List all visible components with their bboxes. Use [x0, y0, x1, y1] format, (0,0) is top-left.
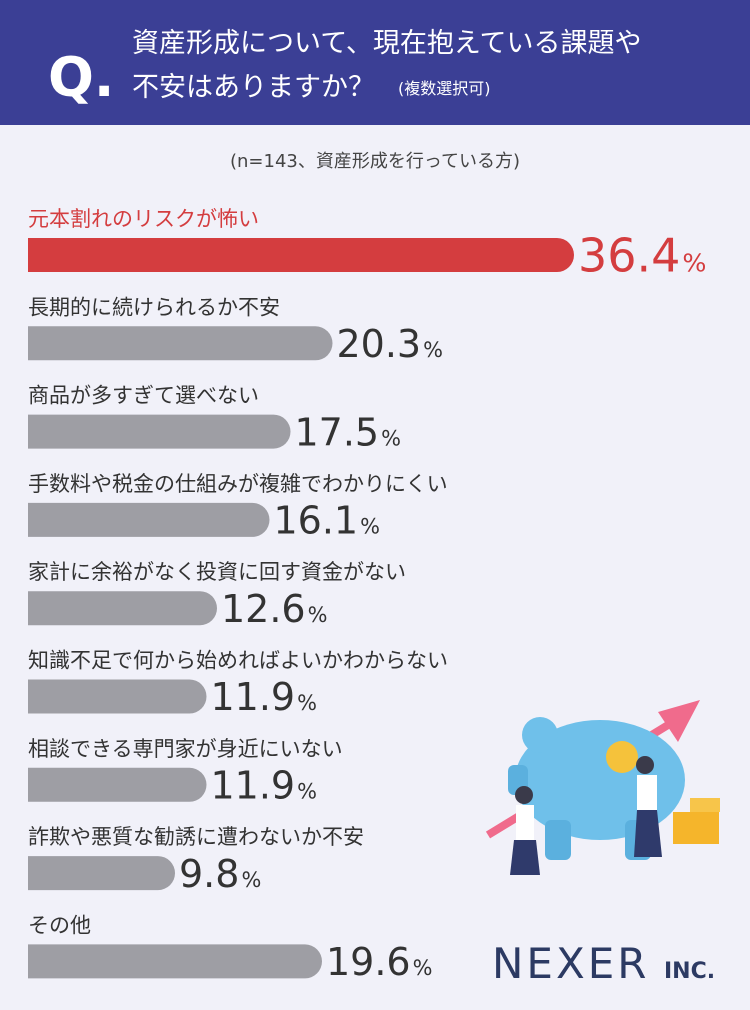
bar: [28, 856, 175, 891]
title-line: 資産形成について、現在抱えている課題や: [132, 28, 642, 59]
category-label: 家計に余裕がなく投資に回す資金がない: [28, 560, 406, 584]
value-unit: %: [297, 691, 317, 715]
person-head: [515, 786, 533, 804]
value-label: 9.8: [179, 852, 239, 896]
category-label: 詐欺や悪質な勧誘に遭わないか不安: [28, 825, 364, 849]
category-label: 元本割れのリスクが怖い: [28, 207, 259, 231]
value-unit: %: [381, 426, 401, 450]
category-label: 相談できる専門家が身近にいない: [28, 737, 343, 761]
category-label: 手数料や税金の仕組みが複雑でわかりにくい: [28, 472, 448, 496]
value-unit: %: [297, 779, 317, 803]
person-legs: [634, 810, 662, 857]
value-unit: %: [413, 956, 433, 980]
bar: [28, 679, 207, 714]
value-unit: %: [423, 338, 443, 362]
coin-stack: [690, 798, 720, 812]
logo-main: NEXER: [492, 939, 649, 988]
value-label: 11.9: [211, 763, 296, 807]
value-label: 36.4: [578, 229, 680, 283]
title-note: (複数選択可): [398, 79, 491, 98]
bar: [28, 326, 333, 361]
coin: [606, 741, 638, 773]
bar: [28, 238, 574, 272]
value-label: 19.6: [326, 940, 411, 984]
bar: [28, 767, 207, 802]
value-unit: %: [241, 868, 261, 892]
value-label: 17.5: [295, 410, 380, 454]
arrow-head: [658, 700, 700, 742]
bar: [28, 591, 217, 626]
value-label: 12.6: [221, 587, 306, 631]
question-marker: Q.: [48, 46, 114, 109]
value-label: 11.9: [211, 675, 296, 719]
category-label: 商品が多すぎて選べない: [28, 384, 259, 408]
piggy-ear: [522, 717, 558, 753]
title-line: 不安はありますか？: [132, 72, 375, 103]
value-unit: %: [308, 603, 328, 627]
bar: [28, 502, 270, 537]
person-head: [636, 756, 654, 774]
category-label: 長期的に続けられるか不安: [28, 295, 280, 319]
bar: [28, 944, 322, 979]
category-label: その他: [28, 913, 91, 937]
person-body: [637, 775, 657, 810]
value-unit: %: [682, 249, 706, 278]
header-band: [0, 0, 750, 125]
value-label: 16.1: [274, 499, 359, 543]
illustration: [485, 700, 720, 875]
coin-stack: [673, 812, 719, 844]
piggy-leg: [545, 820, 571, 860]
person-legs: [510, 840, 540, 875]
bar: [28, 414, 291, 449]
logo-sub: INC.: [664, 959, 715, 984]
category-label: 知識不足で何から始めればよいかわからない: [28, 649, 448, 673]
value-label: 20.3: [337, 322, 422, 366]
person-body: [516, 805, 534, 840]
value-unit: %: [360, 515, 380, 539]
subtitle: (n=143、資産形成を行っている方): [230, 151, 520, 172]
